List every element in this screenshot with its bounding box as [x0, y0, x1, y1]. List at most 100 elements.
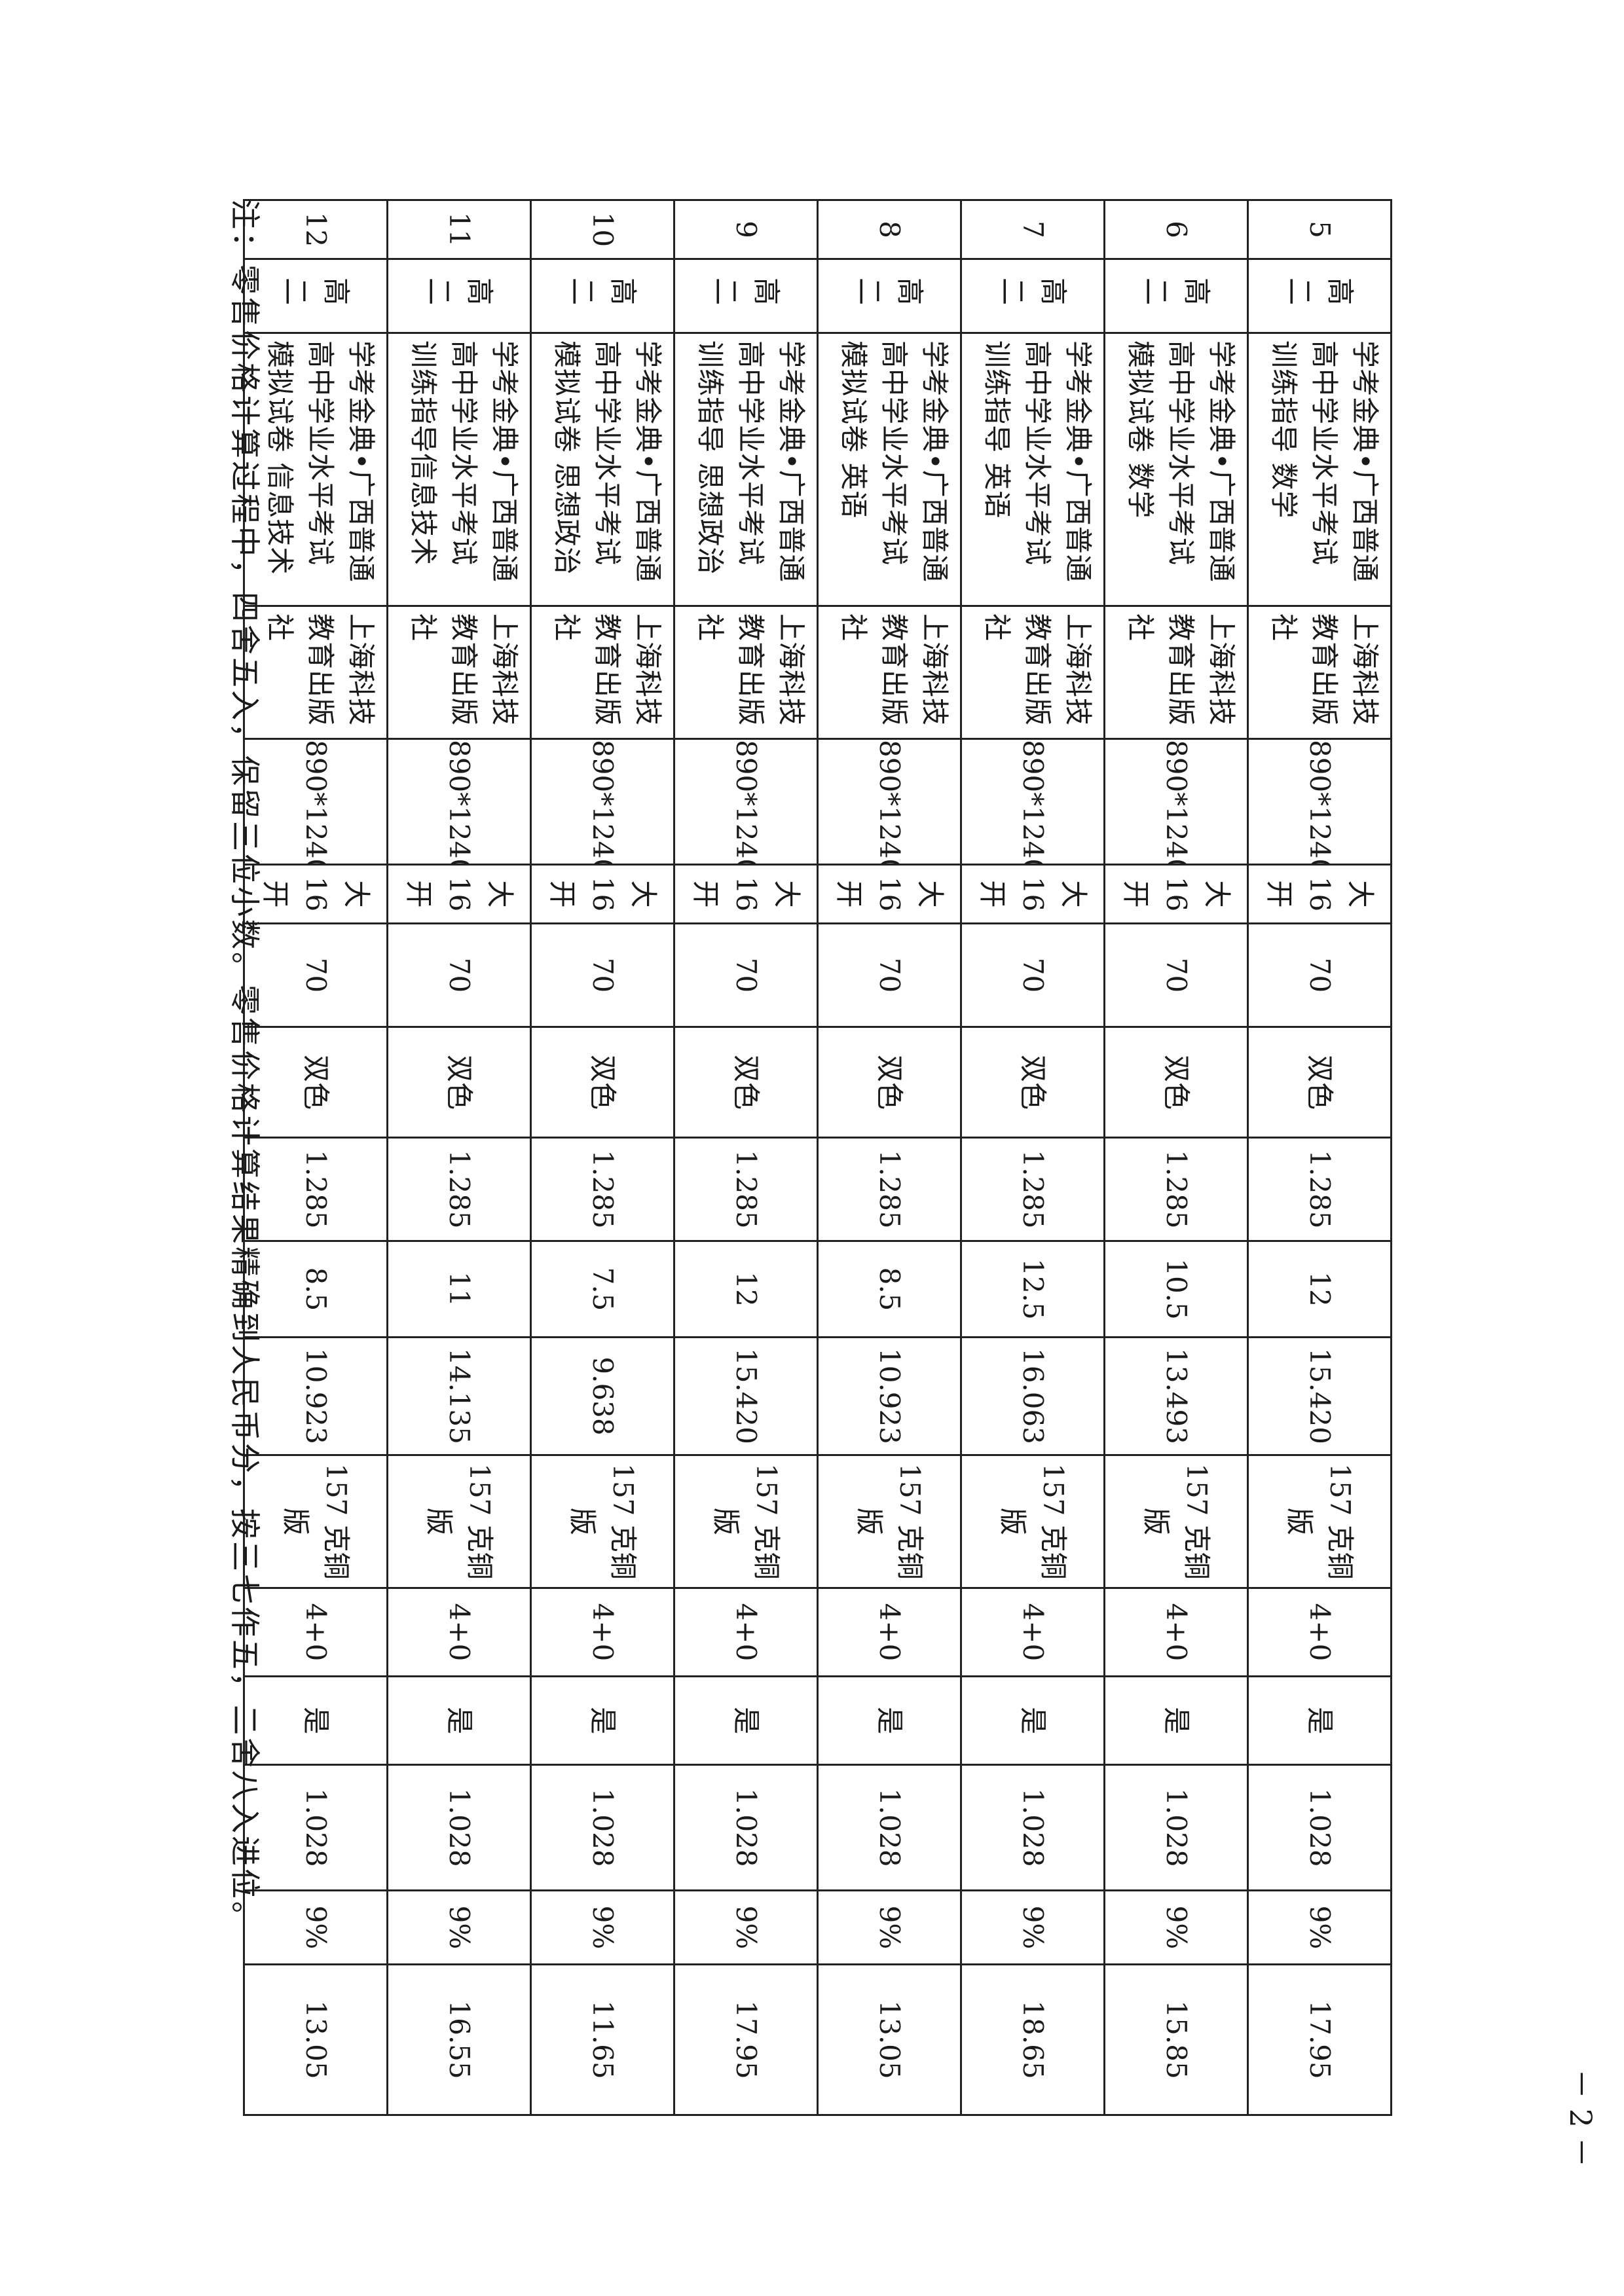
sheets-cell: 7.5: [530, 1241, 674, 1338]
paper-cell: 157 克铜版: [817, 1455, 961, 1588]
retail-price-cell: 15.85: [1104, 1964, 1248, 2115]
publisher-cell: 上海科技 教育出版社: [1104, 606, 1248, 739]
retail-price-cell: 18.65: [961, 1964, 1105, 2115]
print-cell: 4+0: [1247, 1588, 1392, 1677]
kai-cell: 大 16 开: [1104, 864, 1248, 924]
publisher-cell-line: 上海科技: [345, 613, 377, 727]
kai-line: 开: [1263, 880, 1295, 908]
title-cell: 学考金典•广西普通 高中学业水平考试 训练指导信息技术: [387, 333, 531, 606]
kai-line: 大: [484, 880, 516, 908]
base-price-cell: 15.420: [1247, 1337, 1392, 1455]
title-cell-line: 高中学业水平考试: [304, 340, 337, 566]
unit-price-cell: 1.285: [530, 1137, 674, 1241]
publisher-cell-line: 上海科技: [489, 613, 521, 727]
pages-cell: 70: [530, 923, 674, 1027]
title-cell: 学考金典•广西普通 高中学业水平考试 模拟试卷 数学: [1104, 333, 1248, 606]
paper-cell: 157 克铜版: [1247, 1455, 1392, 1588]
paper-cell: 157 克铜版: [961, 1455, 1105, 1588]
format-cell: 890*1240: [961, 738, 1105, 865]
coefficient-cell: 1.028: [674, 1764, 818, 1891]
publisher-cell: 上海科技 教育出版社: [530, 606, 674, 739]
color-cell: 双色: [387, 1027, 531, 1138]
rate-cell: 9%: [817, 1890, 961, 1965]
publisher-cell-line: 上海科技: [775, 613, 807, 727]
rate-cell: 9%: [674, 1890, 818, 1965]
publisher-cell-line: 上海科技: [919, 613, 951, 727]
publisher-cell-line: 社: [551, 613, 583, 642]
coefficient-cell: 1.028: [1104, 1764, 1248, 1891]
base-price-cell: 16.063: [961, 1337, 1105, 1455]
publisher-cell: 上海科技 教育出版社: [387, 606, 531, 739]
row-number: 9: [674, 200, 818, 259]
publisher-cell-line: 社: [838, 613, 870, 642]
unit-price-cell: 1.285: [387, 1137, 531, 1241]
format-cell: 890*1240: [530, 738, 674, 865]
base-price-cell: 9.638: [530, 1337, 674, 1455]
kai-line: 16: [443, 876, 475, 912]
coefficient-cell: 1.028: [817, 1764, 961, 1891]
kai-line: 开: [546, 880, 578, 908]
title-cell-line: 学考金典•广西普通: [919, 340, 951, 583]
flag-cell: 是: [674, 1676, 818, 1765]
publisher-cell-line: 教育出版: [1308, 613, 1340, 727]
title-cell-line: 学考金典•广西普通: [345, 340, 377, 583]
pages-cell: 70: [387, 923, 531, 1027]
print-cell: 4+0: [961, 1588, 1105, 1677]
flag-cell: 是: [1247, 1676, 1392, 1765]
kai-line: 大: [341, 880, 373, 908]
title-cell-line: 高中学业水平考试: [735, 340, 767, 566]
publisher-cell-line: 教育出版: [878, 613, 910, 727]
pages-cell: 70: [817, 923, 961, 1027]
color-cell: 双色: [1104, 1027, 1248, 1138]
print-cell: 4+0: [1104, 1588, 1248, 1677]
kai-line: 大: [627, 880, 659, 908]
title-cell-line: 模拟试卷 英语: [838, 340, 870, 519]
publisher-cell: 上海科技 教育出版社: [961, 606, 1105, 739]
flag-cell: 是: [961, 1676, 1105, 1765]
sheets-cell: 12.5: [961, 1241, 1105, 1338]
row-number: 6: [1104, 200, 1248, 259]
title-cell: 学考金典•广西普通 高中学业水平考试 训练指导 英语: [961, 333, 1105, 606]
kai-cell: 大 16 开: [530, 864, 674, 924]
color-cell: 双色: [674, 1027, 818, 1138]
publisher-cell-line: 社: [407, 613, 439, 642]
row-number: 8: [817, 200, 961, 259]
publisher-cell-line: 上海科技: [1206, 613, 1238, 727]
print-cell: 4+0: [387, 1588, 531, 1677]
publisher-cell-line: 教育出版: [304, 613, 337, 727]
rate-cell: 9%: [1247, 1890, 1392, 1965]
title-cell-line: 学考金典•广西普通: [775, 340, 807, 583]
table-row: 7 高二 学考金典•广西普通 高中学业水平考试 训练指导 英语 上海科技 教育出版社 890*…: [961, 200, 1105, 2115]
rate-cell: 9%: [961, 1890, 1105, 1965]
publisher-cell: 上海科技 教育出版社: [817, 606, 961, 739]
kai-cell: 大 16 开: [961, 864, 1105, 924]
flag-cell: 是: [387, 1676, 531, 1765]
kai-line: 16: [1160, 876, 1192, 912]
color-cell: 双色: [817, 1027, 961, 1138]
title-cell-line: 学考金典•广西普通: [489, 340, 521, 583]
title-cell-line: 高中学业水平考试: [591, 340, 623, 566]
flag-cell: 是: [817, 1676, 961, 1765]
kai-line: 大: [1201, 880, 1233, 908]
title-cell-line: 高中学业水平考试: [878, 340, 910, 566]
rate-cell: 9%: [530, 1890, 674, 1965]
publisher-cell-line: 教育出版: [591, 613, 623, 727]
title-cell-line: 高中学业水平考试: [1165, 340, 1197, 566]
table-row: 11 高二 学考金典•广西普通 高中学业水平考试 训练指导信息技术 上海科技 教育出版社 89…: [387, 200, 531, 2115]
sheets-cell: 8.5: [817, 1241, 961, 1338]
price-table: 5 高二 学考金典•广西普通 高中学业水平考试 训练指导 数学 上海科技 教育出版社 890*…: [243, 199, 1392, 2116]
retail-price-cell: 13.05: [817, 1964, 961, 2115]
color-cell: 双色: [1247, 1027, 1392, 1138]
kai-cell: 大 16 开: [1247, 864, 1392, 924]
base-price-cell: 13.493: [1104, 1337, 1248, 1455]
paper-cell: 157 克铜版: [1104, 1455, 1248, 1588]
title-cell-line: 训练指导 思想政治: [694, 340, 726, 575]
kai-line: 开: [976, 880, 1008, 908]
kai-line: 大: [1058, 880, 1090, 908]
grade-cell: 高二: [1247, 259, 1392, 333]
table-row: 6 高二 学考金典•广西普通 高中学业水平考试 模拟试卷 数学 上海科技 教育出版社 890*…: [1104, 200, 1248, 2115]
format-cell: 890*1240: [1104, 738, 1248, 865]
title-cell: 学考金典•广西普通 高中学业水平考试 模拟试卷 英语: [817, 333, 961, 606]
publisher-cell-line: 上海科技: [1062, 613, 1094, 727]
